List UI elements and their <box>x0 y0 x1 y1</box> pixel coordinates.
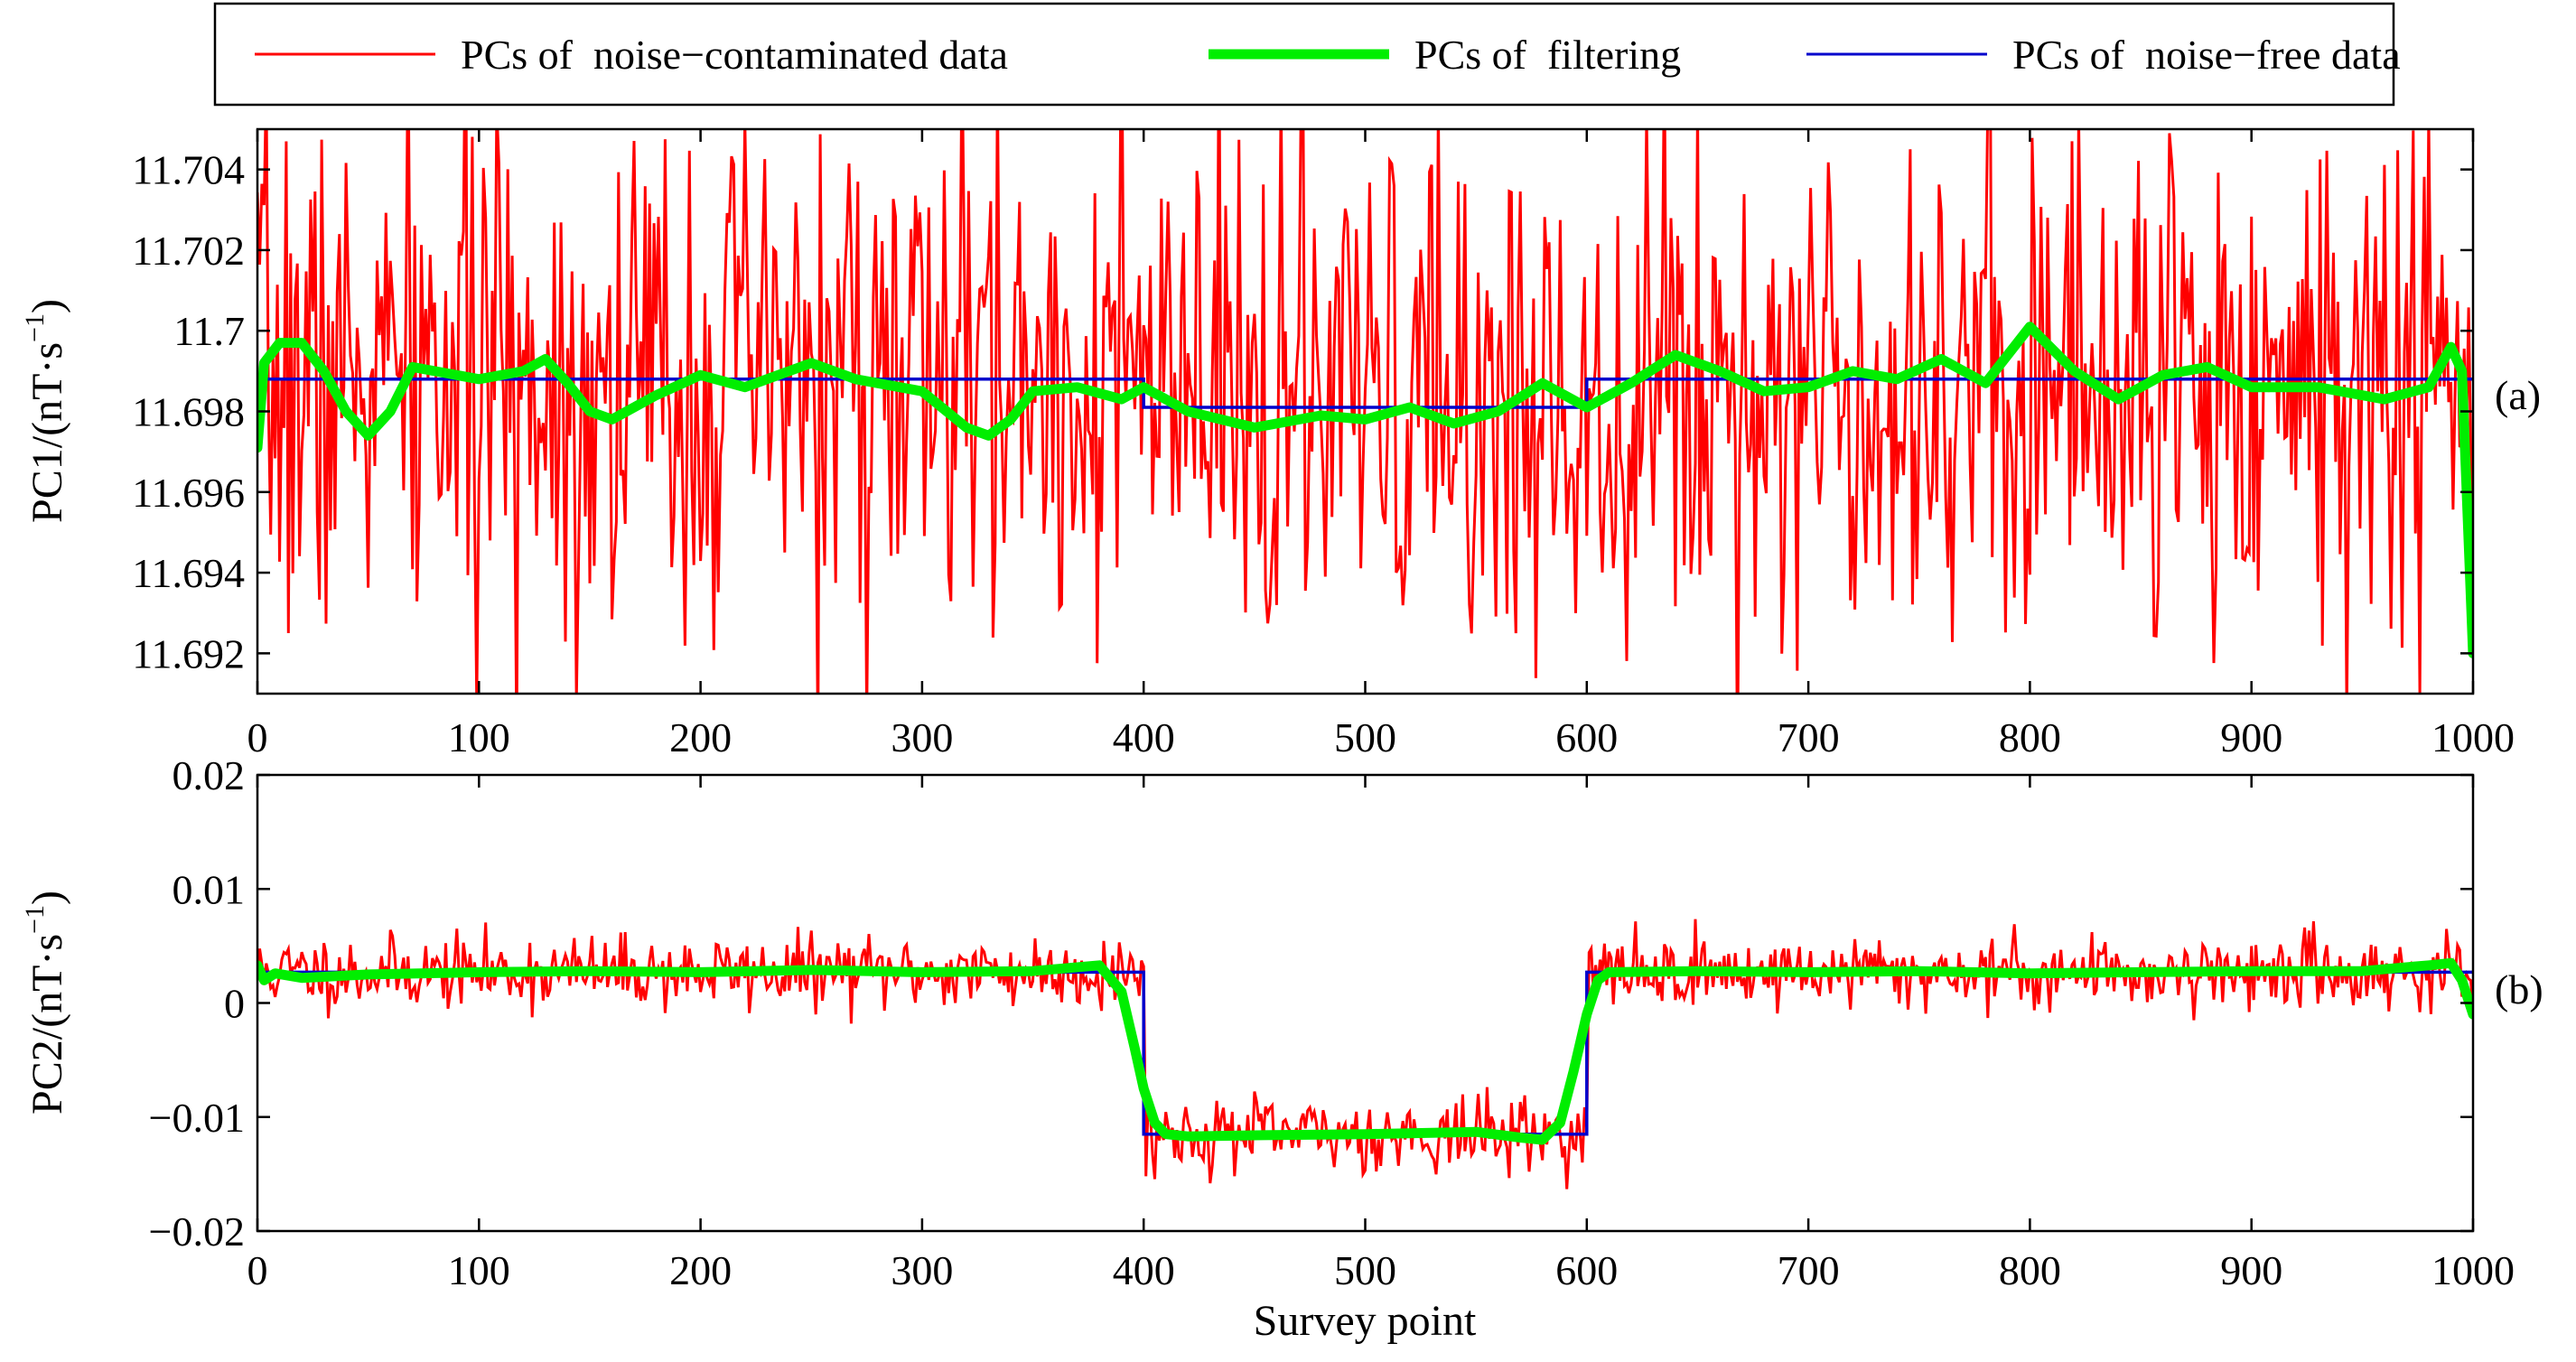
panel-a-xtick-label-400: 400 <box>1113 714 1175 760</box>
panel-b-xtick-label-600: 600 <box>1555 1247 1618 1293</box>
panel-a-ytick-label-5: 11.702 <box>132 228 245 274</box>
panel-a-xtick-label-300: 300 <box>891 714 953 760</box>
legend-label-noise-free: PCs of noise−free data <box>2012 32 2401 78</box>
panel-a-xtick-label-800: 800 <box>1999 714 2061 760</box>
panel-b-ylabel: PC2/(nT·s−1) <box>20 891 71 1115</box>
panel-a-xtick-label-700: 700 <box>1778 714 1840 760</box>
series-a-noise-contaminated <box>257 129 2473 694</box>
legend-frame <box>213 2 2395 107</box>
panel-a-ytick-label-6: 11.704 <box>132 147 245 193</box>
panel-a-xtick-label-900: 900 <box>2220 714 2282 760</box>
panel-b-xtick-label-900: 900 <box>2220 1247 2282 1293</box>
panel-a-ytick-label-4: 11.7 <box>173 308 245 354</box>
panel-a-xtick-label-200: 200 <box>669 714 732 760</box>
panel-b-ytick-label-3: 0.01 <box>173 866 246 912</box>
panel-a-ytick-label-3: 11.698 <box>132 389 245 435</box>
panel-b-xtick-label-400: 400 <box>1113 1247 1175 1293</box>
panel-b-xtick-label-100: 100 <box>448 1247 510 1293</box>
panel-b-xtick-label-500: 500 <box>1334 1247 1396 1293</box>
panel-a-xtick-label-100: 100 <box>448 714 510 760</box>
series-b-noise-contaminated <box>257 919 2473 1189</box>
legend: PCs of noise−contaminated data PCs of fi… <box>213 2 2401 107</box>
panel-a-xtick-label-500: 500 <box>1334 714 1396 760</box>
panel-a-ylabel: PC1/(nT·s−1) <box>20 299 71 523</box>
series-a-filtering <box>257 322 2473 658</box>
panel-a-ytick-label-0: 11.692 <box>132 630 245 676</box>
panel-b: 0 100 200 300 400 500 600 700 800 900 1000 −0.02 −0… <box>20 752 2543 1345</box>
series-b-filtering <box>257 957 2473 1145</box>
panel-a-tag: (a) <box>2495 372 2541 418</box>
legend-label-filtering: PCs of filtering <box>1414 32 1681 78</box>
panel-a-xtick-label-0: 0 <box>247 714 268 760</box>
panel-a-xtick-label-600: 600 <box>1555 714 1618 760</box>
panel-b-xtick-label-200: 200 <box>669 1247 732 1293</box>
panel-b-xtick-label-0: 0 <box>247 1247 268 1293</box>
panel-b-ytick-label-4: 0.02 <box>173 752 246 798</box>
panel-b-xtick-label-700: 700 <box>1778 1247 1840 1293</box>
panel-b-ytick-label-1: −0.01 <box>149 1095 245 1141</box>
panel-a: 0 100 200 300 400 500 600 700 800 900 1000 11.692 1… <box>20 127 2541 760</box>
panel-b-ytick-label-0: −0.02 <box>149 1208 245 1255</box>
series-b-noise-free <box>257 970 2473 1136</box>
panel-a-ytick-label-2: 11.696 <box>132 470 245 516</box>
panel-b-ytick-label-2: 0 <box>224 981 245 1027</box>
panel-b-xtick-label-300: 300 <box>891 1247 953 1293</box>
panel-a-ytick-label-1: 11.694 <box>132 550 245 596</box>
panel-a-xtick-label-1000: 1000 <box>2431 714 2515 760</box>
legend-label-noisy: PCs of noise−contaminated data <box>461 32 1008 78</box>
panel-b-xtick-label-800: 800 <box>1999 1247 2061 1293</box>
panel-b-tag: (b) <box>2495 966 2543 1012</box>
panel-b-xlabel: Survey point <box>1254 1297 1477 1345</box>
panel-b-xtick-label-1000: 1000 <box>2431 1247 2515 1293</box>
